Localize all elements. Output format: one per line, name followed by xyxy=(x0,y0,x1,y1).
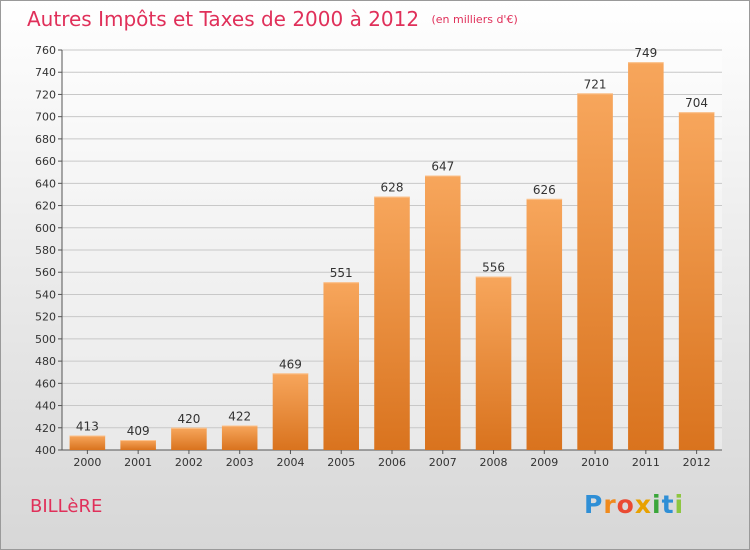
bar-2004 xyxy=(272,373,309,450)
data-label: 626 xyxy=(533,183,556,197)
data-label: 647 xyxy=(431,160,454,174)
bar-2006 xyxy=(374,196,410,450)
bar-2011 xyxy=(628,62,664,450)
y-tick-label: 420 xyxy=(35,422,56,435)
y-tick-label: 760 xyxy=(35,44,56,57)
x-tick-label: 2010 xyxy=(581,456,609,469)
x-tick-label: 2003 xyxy=(226,456,254,469)
bar-2000 xyxy=(69,435,106,450)
logo-letter: r xyxy=(603,490,617,519)
x-tick-label: 2008 xyxy=(480,456,508,469)
y-tick-label: 620 xyxy=(35,200,56,213)
bar-2010 xyxy=(577,93,613,450)
x-tick-label: 2006 xyxy=(378,456,406,469)
x-tick-label: 2002 xyxy=(175,456,203,469)
logo-letter: i xyxy=(674,490,685,519)
data-label: 556 xyxy=(482,261,505,275)
data-label: 628 xyxy=(381,181,404,195)
data-label: 721 xyxy=(584,77,607,91)
data-label: 749 xyxy=(634,46,657,60)
y-tick-label: 400 xyxy=(35,444,56,457)
bar-2001 xyxy=(120,440,156,450)
data-label: 409 xyxy=(127,424,150,438)
bar-2009 xyxy=(526,198,563,450)
logo-letter: t xyxy=(661,490,675,519)
x-tick-label: 2000 xyxy=(73,456,101,469)
title-unit: (en milliers d'€) xyxy=(431,13,518,26)
x-tick-label: 2005 xyxy=(327,456,355,469)
y-tick-label: 560 xyxy=(35,266,56,279)
bar-2003 xyxy=(221,425,258,450)
y-tick-label: 720 xyxy=(35,88,56,101)
x-tick-label: 2012 xyxy=(683,456,711,469)
x-tick-label: 2001 xyxy=(124,456,152,469)
logo-letter: o xyxy=(616,490,635,519)
data-label: 704 xyxy=(685,96,708,110)
x-tick-label: 2007 xyxy=(429,456,457,469)
proxiti-logo: Proxiti xyxy=(584,490,684,519)
bar-2005 xyxy=(323,282,359,450)
title-text: Autres Impôts et Taxes de 2000 à 2012 xyxy=(27,7,420,31)
y-tick-label: 460 xyxy=(35,377,56,390)
data-label: 422 xyxy=(228,410,251,424)
x-tick-label: 2009 xyxy=(530,456,558,469)
bar-2007 xyxy=(425,175,461,451)
logo-letter: P xyxy=(584,490,604,519)
y-tick-label: 700 xyxy=(35,111,56,124)
data-label: 413 xyxy=(76,420,99,434)
y-tick-label: 500 xyxy=(35,333,56,346)
city-name: BILLèRE xyxy=(30,496,103,517)
y-tick-label: 740 xyxy=(35,66,56,79)
y-tick-label: 680 xyxy=(35,133,56,146)
data-label: 469 xyxy=(279,357,302,371)
y-tick-label: 660 xyxy=(35,155,56,168)
y-tick-label: 440 xyxy=(35,400,56,413)
y-tick-label: 540 xyxy=(35,288,56,301)
bar-2012 xyxy=(678,112,715,450)
y-tick-label: 480 xyxy=(35,355,56,368)
data-label: 551 xyxy=(330,266,353,280)
x-tick-label: 2004 xyxy=(276,456,304,469)
logo-letter: i xyxy=(652,490,662,519)
logo-letter: x xyxy=(634,490,652,519)
bar-2008 xyxy=(475,276,512,450)
y-tick-label: 640 xyxy=(35,177,56,190)
bar-2002 xyxy=(171,427,207,450)
chart-title: Autres Impôts et Taxes de 2000 à 2012 (e… xyxy=(27,7,518,31)
x-tick-label: 2011 xyxy=(632,456,660,469)
data-label: 420 xyxy=(177,412,200,426)
y-tick-label: 520 xyxy=(35,311,56,324)
y-tick-label: 580 xyxy=(35,244,56,257)
y-tick-label: 600 xyxy=(35,222,56,235)
